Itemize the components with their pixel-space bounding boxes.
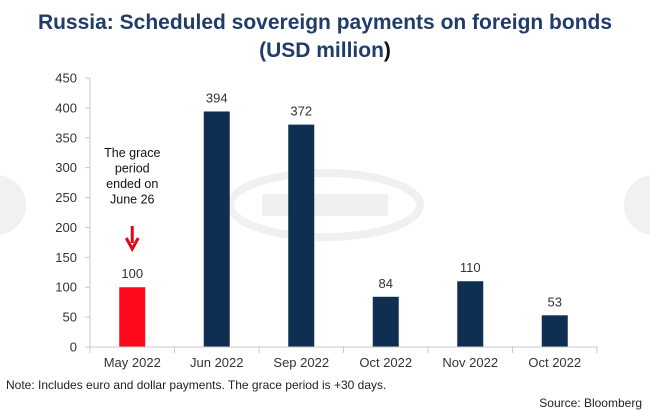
- y-tick-label: 50: [63, 310, 77, 325]
- bar: [119, 287, 146, 347]
- bar: [203, 111, 230, 347]
- y-tick-label: 200: [55, 220, 77, 235]
- bar-value-label: 84: [379, 276, 393, 291]
- bar: [541, 315, 568, 347]
- y-tick-label: 250: [55, 190, 77, 205]
- x-tick-label: Jun 2022: [190, 355, 244, 370]
- annotation-text-line: June 26: [110, 193, 155, 207]
- y-tick-label: 100: [55, 280, 77, 295]
- bar: [457, 281, 484, 347]
- chart-subtitle: (USD million): [0, 38, 650, 64]
- y-tick-label: 400: [55, 100, 77, 115]
- y-tick-label: 350: [55, 130, 77, 145]
- bar-value-label: 53: [548, 294, 562, 309]
- watermark-sta-right: [624, 175, 650, 235]
- annotation-text-line: The grace: [104, 146, 160, 160]
- watermark-sta-left: [0, 175, 26, 235]
- y-axis: 0 50 100 150 200 250 300 350 400 450: [55, 71, 91, 355]
- bars-group: 100 394 372 84 110 53: [119, 90, 568, 347]
- bar-value-label: 372: [290, 104, 312, 119]
- annotation-arrow-head: [124, 237, 140, 253]
- y-tick-label: 0: [70, 340, 77, 355]
- bar-value-label: 394: [206, 90, 228, 105]
- x-tick-label: May 2022: [104, 355, 161, 370]
- y-tick-label: 450: [55, 71, 77, 86]
- x-tick-label: Sep 2022: [273, 355, 329, 370]
- annotation-text-line: period: [115, 162, 150, 176]
- bar-value-label: 100: [121, 266, 143, 281]
- bar: [372, 296, 399, 347]
- x-tick-label: Oct 2022: [528, 355, 581, 370]
- x-tick-label: Oct 2022: [359, 355, 412, 370]
- y-tick-label: 300: [55, 160, 77, 175]
- annotation-text-line: ended on: [106, 177, 158, 191]
- chart-subtitle-text: (USD million: [259, 39, 384, 62]
- x-tick-label: Nov 2022: [442, 355, 498, 370]
- y-tick-label: 150: [55, 250, 77, 265]
- footnote: Note: Includes euro and dollar payments.…: [6, 378, 387, 392]
- chart-subtitle-paren: ): [383, 39, 391, 62]
- watermark-sta-center: [226, 169, 424, 241]
- chart-title: Russia: Scheduled sovereign payments on …: [37, 11, 613, 34]
- bar: [288, 124, 315, 347]
- x-axis: May 2022 Jun 2022 Sep 2022 Oct 2022 Nov 2022…: [89, 346, 598, 370]
- bar-value-label: 110: [460, 260, 481, 275]
- source-credit: Source: Bloomberg: [539, 396, 642, 410]
- watermark-group: [0, 169, 650, 241]
